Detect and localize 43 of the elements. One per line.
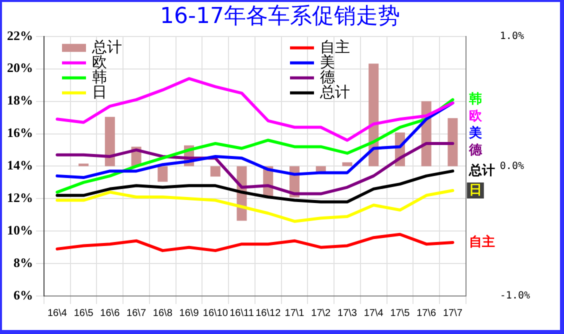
y-tick-label: 8% (14, 254, 33, 270)
y-tick-label: 14% (7, 158, 33, 173)
text: 总计 (468, 163, 495, 178)
bar (104, 116, 115, 166)
x-tick-label: 17\5 (390, 308, 410, 319)
x-tick-label: 16\11 (230, 308, 254, 319)
x-tick-label: 16\8 (152, 308, 173, 319)
bar (210, 166, 220, 177)
y2-tick-label: 0.0% (500, 160, 524, 172)
x-tick-label: 16\6 (100, 308, 120, 319)
x-tick-label: 17\6 (416, 308, 437, 319)
x-tick-label: 16\12 (256, 308, 282, 319)
x-tick-label: 16\10 (202, 308, 228, 319)
y-tick-label: 16% (7, 125, 33, 140)
bar (78, 164, 89, 166)
text: 美 (468, 126, 482, 142)
text: 日 (468, 182, 482, 198)
x-tick-label: 17\3 (338, 308, 358, 319)
y-tick-label: 12% (7, 190, 33, 206)
x-tick-label: 17\4 (364, 308, 384, 319)
y-tick-label: 20% (7, 60, 33, 76)
x-tick-label: 16\5 (74, 308, 94, 319)
x-tick-label: 16\4 (47, 308, 68, 319)
text: 德 (468, 143, 482, 158)
y-tick-label: 22% (7, 28, 33, 43)
x-tick-label: 17\1 (284, 308, 305, 319)
bar (448, 118, 458, 166)
y2-tick-label: 1.0% (500, 30, 524, 42)
bar (342, 162, 352, 166)
text: 自主 (468, 234, 495, 250)
y-tick-label: 6% (14, 287, 33, 302)
bar (158, 166, 168, 182)
bar (368, 64, 379, 166)
chart-title: 16-17年各车系促销走势 (160, 4, 400, 29)
x-tick-label: 17\7 (442, 308, 463, 319)
y2-tick-label: -1.0% (500, 290, 530, 302)
text: 欧 (468, 109, 482, 124)
text: 韩 (468, 92, 482, 108)
y-tick-label: 18% (7, 92, 33, 108)
y-tick-label: 10% (7, 222, 33, 238)
x-tick-label: 17\2 (311, 308, 332, 319)
x-tick-label: 16\9 (179, 308, 200, 319)
x-tick-label: 16\7 (126, 308, 146, 319)
